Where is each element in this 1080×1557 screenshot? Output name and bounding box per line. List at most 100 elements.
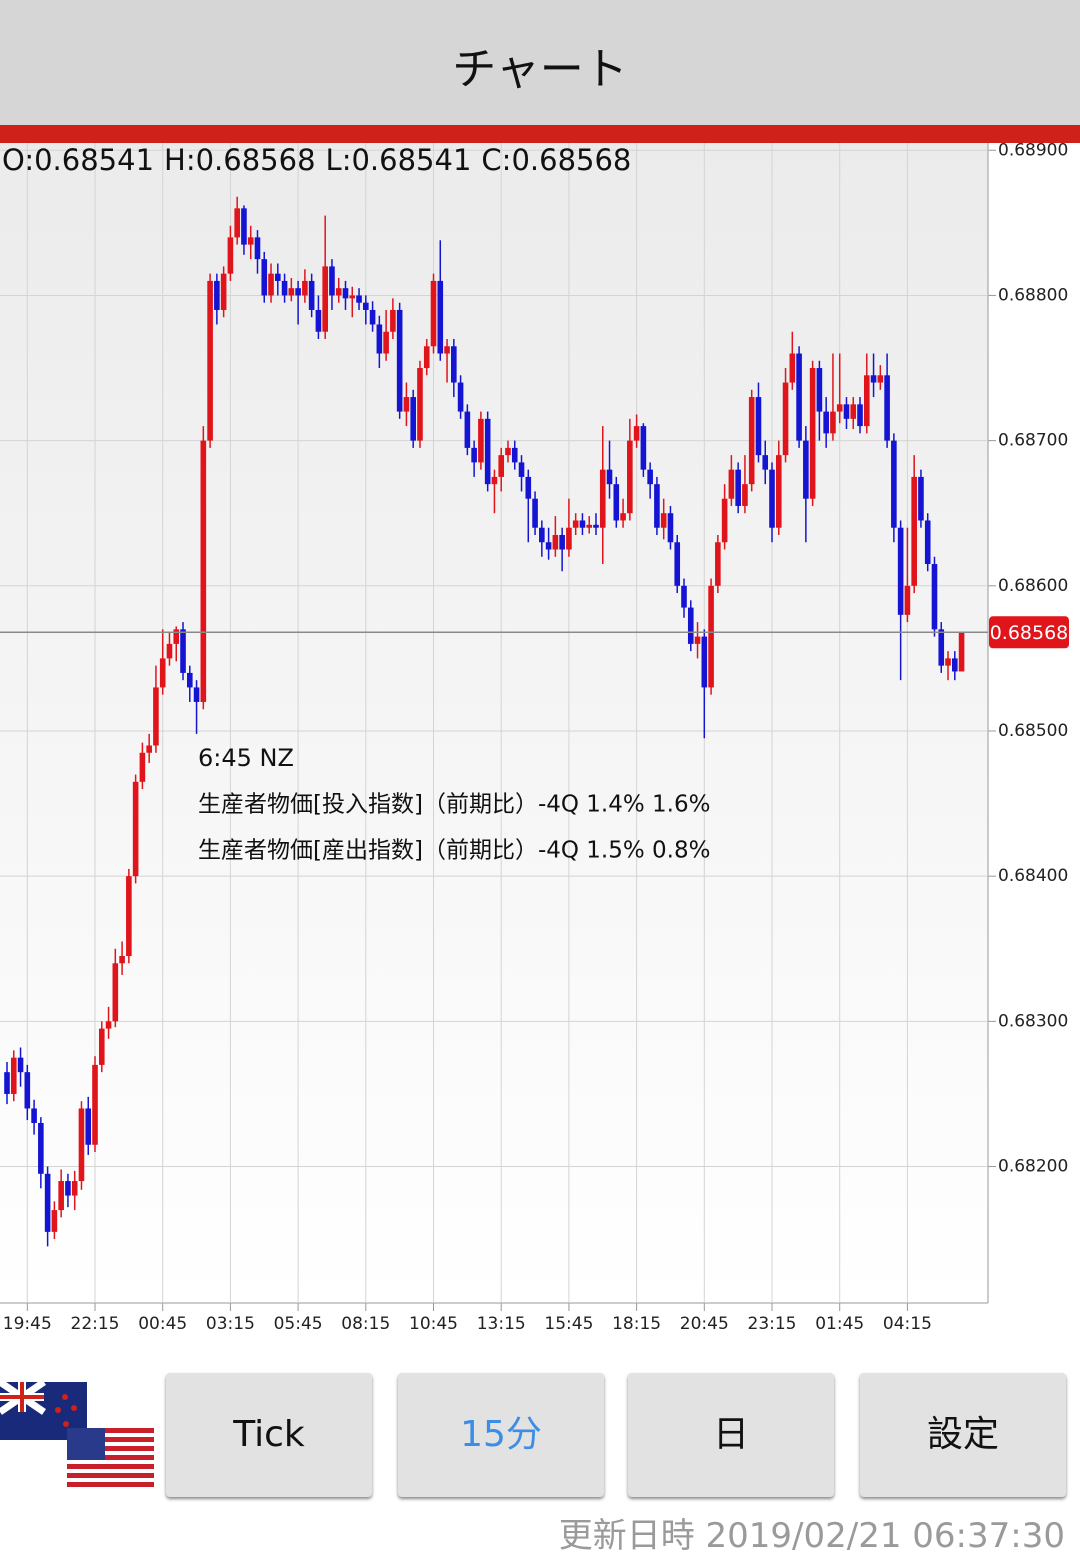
candle-body <box>38 1122 44 1174</box>
candle-body <box>132 781 139 877</box>
candle-body <box>518 462 525 477</box>
currency-flags <box>0 1379 154 1488</box>
candle-body <box>173 629 180 644</box>
candle-body <box>423 346 430 369</box>
candle-body <box>92 1064 98 1145</box>
current-price-label: 0.68568 <box>990 622 1069 644</box>
candle-body <box>471 447 477 463</box>
x-tick-label: 15:45 <box>544 1314 593 1334</box>
candle-body <box>51 1210 58 1232</box>
header-title: チャート <box>452 44 628 95</box>
candle-body <box>390 309 396 332</box>
candle-body <box>775 455 782 528</box>
candle-body <box>620 513 626 521</box>
candle-body <box>694 636 701 644</box>
y-tick-label: 0.68400 <box>998 866 1068 886</box>
candle-body <box>403 397 410 412</box>
candle-body <box>505 447 511 456</box>
candle-body <box>748 397 755 485</box>
x-tick-label: 08:15 <box>341 1314 390 1334</box>
candle-body <box>207 280 213 441</box>
candle-body <box>904 585 911 615</box>
x-tick-label: 19:45 <box>3 1314 52 1334</box>
candle-body <box>417 368 423 441</box>
x-tick-label: 03:15 <box>206 1314 255 1334</box>
candle-body <box>342 288 349 299</box>
x-tick-label: 18:15 <box>612 1314 661 1334</box>
candle-body <box>214 280 220 310</box>
candle-body <box>552 534 559 550</box>
candle-body <box>295 288 301 296</box>
candle-body <box>247 237 254 245</box>
candle-body <box>884 375 890 441</box>
settings-button[interactable]: 設定 <box>860 1373 1066 1497</box>
day-button[interactable]: 日 <box>628 1373 834 1497</box>
candle-body <box>139 752 146 782</box>
ohlc-label: C: <box>481 143 511 177</box>
ohlc-label: H: <box>164 143 196 177</box>
candle-body <box>511 447 518 463</box>
candle-body <box>796 353 802 441</box>
candle-body <box>484 418 491 485</box>
candle-body <box>559 534 565 550</box>
candle-body <box>186 672 193 688</box>
candle-body <box>667 513 674 543</box>
x-tick-label: 05:45 <box>274 1314 323 1334</box>
candle-body <box>180 629 186 673</box>
candle-body <box>288 288 295 296</box>
candle-body <box>823 411 829 434</box>
candle-body <box>701 636 708 688</box>
candle-body <box>241 208 247 245</box>
tick-button[interactable]: Tick <box>166 1373 372 1497</box>
candle-body <box>545 542 552 550</box>
x-tick-label: 10:45 <box>409 1314 458 1334</box>
candle-body <box>146 745 152 753</box>
candle-body <box>613 484 620 521</box>
candle-body <box>430 280 437 347</box>
candle-body <box>126 876 132 957</box>
ohlc-value: 0.68541 <box>351 143 471 177</box>
candle-body <box>261 259 268 296</box>
candle-body <box>647 469 653 485</box>
ohlc-label: O: <box>2 143 34 177</box>
candle-body <box>275 273 281 281</box>
candle-body <box>369 309 376 325</box>
candle-body <box>65 1181 71 1196</box>
y-tick-label: 0.68300 <box>998 1011 1068 1031</box>
candle-body <box>816 368 823 412</box>
candle-body <box>98 1028 105 1065</box>
candle-body <box>891 440 897 528</box>
x-tick-label: 23:15 <box>748 1314 797 1334</box>
candle-body <box>897 527 904 615</box>
candle-body <box>532 498 538 528</box>
15min-button[interactable]: 15分 <box>398 1373 604 1497</box>
candle-body <box>539 527 545 543</box>
ohlc-summary: O:0.68541 H:0.68568 L:0.68541 C:0.68568 <box>2 143 631 177</box>
candle-body <box>329 266 335 296</box>
candle-body <box>640 426 647 470</box>
candle-body <box>850 404 857 419</box>
ohlc-label: L: <box>326 143 352 177</box>
candle-body <box>843 404 850 419</box>
candle-body <box>85 1108 92 1145</box>
candle-body <box>870 375 877 383</box>
candle-body <box>335 288 342 296</box>
y-tick-label: 0.68700 <box>998 431 1068 451</box>
candle-body <box>627 440 633 514</box>
candle-body <box>525 476 532 499</box>
candle-body <box>809 368 816 499</box>
candle-body <box>606 469 613 485</box>
candle-body <box>308 280 315 310</box>
candle-body <box>71 1181 78 1196</box>
x-tick-label: 13:15 <box>477 1314 526 1334</box>
candle-body <box>945 658 951 666</box>
candle-body <box>105 1021 112 1029</box>
candle-body <box>356 295 362 303</box>
candle-body <box>803 440 809 499</box>
candle-body <box>742 484 748 506</box>
y-tick-label: 0.68800 <box>998 285 1068 305</box>
x-tick-label: 22:15 <box>71 1314 120 1334</box>
x-tick-label: 20:45 <box>680 1314 729 1334</box>
candle-body <box>728 469 735 499</box>
